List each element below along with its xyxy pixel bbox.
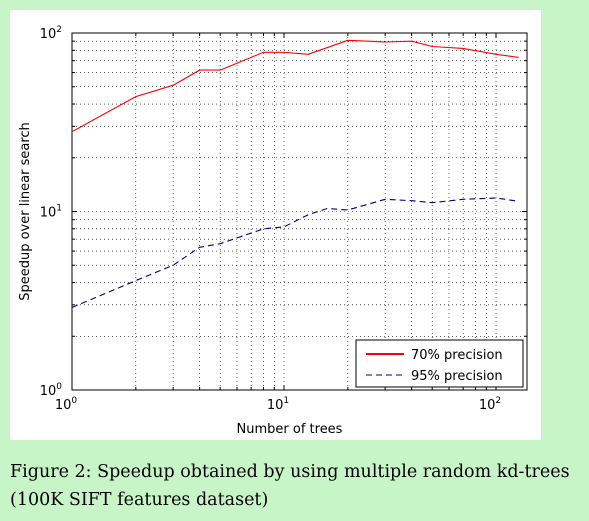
figure-caption: Figure 2: Speedup obtained by using mult… [10,462,570,510]
x-tick-label: 102 [479,396,501,413]
speedup-chart: 100 101 102 100 101 102 Number of trees Speed… [18,25,528,437]
axis-ticks: 100 101 102 100 101 102 [40,25,527,413]
y-axis-label: Speedup over linear search [18,122,33,301]
legend-box [355,339,524,388]
x-axis-label: Number of trees [237,422,343,437]
legend-label-95-precision: 95% precision [411,369,503,384]
grid [72,33,527,390]
legend-label-70-precision: 70% precision [411,348,503,363]
y-tick-label: 100 [40,382,63,399]
y-tick-label: 102 [40,25,62,42]
series-line-0 [71,39,519,133]
series-lines [71,39,519,309]
y-tick-label: 101 [40,204,62,221]
series-line-1 [71,197,519,309]
x-tick-label: 100 [55,396,78,413]
figure-panel: 100 101 102 100 101 102 Number of trees Speed… [10,10,541,440]
legend: 70% precision 95% precision [355,339,524,388]
x-tick-label: 101 [267,396,289,413]
